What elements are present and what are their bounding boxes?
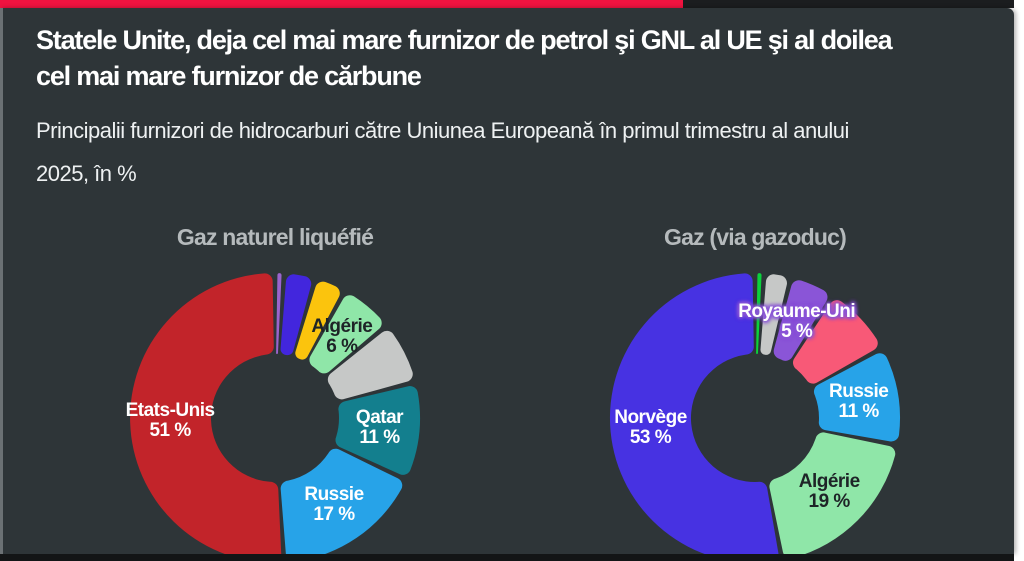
donut-slice-russie[interactable] (280, 448, 403, 561)
page-subtitle-line-2: 2025, în % (36, 161, 137, 186)
donut-slice-royaume-uni[interactable] (773, 280, 828, 361)
donut-chart-pipeline: Gaz (via gazoduc) Royaume-Uni 5 % Russie 11… (555, 224, 955, 561)
donut-slice-other[interactable] (756, 273, 762, 355)
donut-slice-etats-unis[interactable] (130, 273, 282, 561)
donut-chart-lng: Gaz naturel liquéfié Algérie 6 % Qatar 11 %… (75, 224, 475, 561)
donut-svg-lng (130, 273, 421, 561)
donut-slice-other[interactable] (295, 281, 340, 360)
bottom-strip (0, 554, 1014, 561)
page-subtitle-line-1: Principalii furnizori de hidrocarburi că… (36, 118, 849, 143)
donut-slice-other[interactable] (327, 330, 413, 400)
donut-slice-norv-ge[interactable] (609, 273, 779, 561)
chart-title-lng: Gaz naturel liquéfié (176, 224, 374, 250)
page-title-line-1: Statele Unite, deja cel mai mare furnizo… (36, 25, 893, 55)
donut-slice-other[interactable] (280, 274, 312, 356)
chart-card: Statele Unite, deja cel mai mare furnizo… (0, 8, 1014, 561)
page-title-line-2: cel mai mare furnizor de cărbune (36, 61, 422, 91)
donut-slice-qatar[interactable] (335, 386, 421, 475)
donut-slice-other[interactable] (276, 273, 282, 355)
donut-slice-other[interactable] (760, 274, 787, 355)
chart-title-pipeline: Gaz (via gazoduc) (664, 224, 847, 250)
donut-slice-other[interactable] (793, 300, 878, 384)
accent-bar (0, 0, 683, 8)
donut-slice-alg-rie[interactable] (769, 432, 896, 559)
donut-slice-alg-rie[interactable] (309, 295, 382, 374)
donut-svg-pipeline (609, 273, 900, 561)
page-subtitle: Principalii furnizori de hidrocarburi că… (36, 109, 966, 195)
donut-slice-russie[interactable] (813, 353, 900, 442)
page-title: Statele Unite, deja cel mai mare furnizo… (36, 22, 996, 94)
